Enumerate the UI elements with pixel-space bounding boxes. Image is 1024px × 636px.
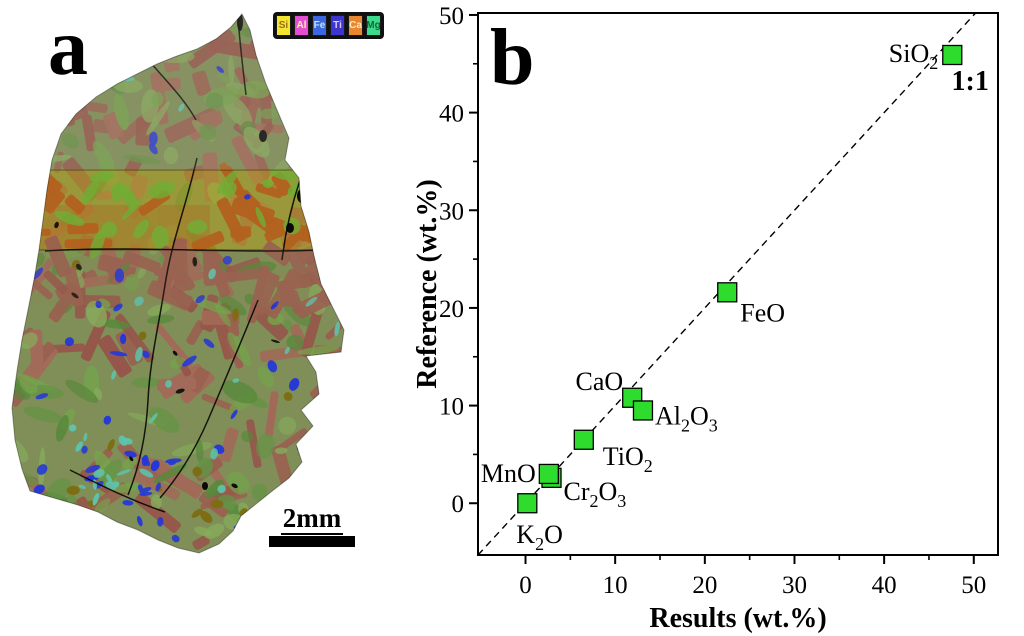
axis-ticks: 0 10 20 30 40 50 0 10 20 30 40 50: [439, 3, 986, 599]
point-label-MnO: MnO: [481, 459, 536, 488]
x-axis-title: Results (wt.%): [649, 603, 826, 634]
panel-b-label: b: [490, 14, 535, 102]
data-points: [517, 44, 963, 514]
y-tick-label: 10: [439, 394, 464, 421]
y-axis-title: Reference (wt.%): [412, 179, 443, 388]
one-to-one-label: 1:1: [952, 66, 989, 97]
data-point-K2O: [517, 493, 538, 514]
mineral-map-image: [11, 13, 345, 554]
data-point-TiO2: [573, 429, 594, 450]
legend-chip-al: Al: [294, 15, 309, 36]
legend-chip-ti: Ti: [330, 15, 345, 36]
y-tick-label: 40: [439, 101, 464, 128]
legend-chip-fe: Fe: [312, 15, 327, 36]
map-outline: [11, 13, 345, 554]
panel-a-label: a: [48, 4, 88, 92]
x-tick-label: 0: [519, 572, 532, 599]
point-label-TiO2: TiO2: [603, 442, 653, 476]
point-label-K2O: K2O: [516, 520, 563, 554]
scale-bar-label: 2mm: [280, 503, 344, 535]
scatter-plot: 0 10 20 30 40 50 0 10 20 30 40 50 Results (wt.%) Refe…: [412, 3, 999, 634]
legend-chip-si: Si: [276, 15, 291, 36]
x-tick-label: 50: [961, 572, 986, 599]
point-label-Al2O3: Al2O3: [655, 401, 718, 435]
data-point-Al2O3: [632, 400, 654, 421]
data-point-MnO: [538, 463, 559, 485]
x-tick-label: 20: [692, 572, 717, 599]
point-label-FeO: FeO: [740, 298, 785, 327]
x-tick-label: 30: [782, 572, 807, 599]
scale-bar-line: [269, 536, 355, 547]
legend-chip-mg: Mg: [366, 15, 381, 36]
point-label-Cr2O3: Cr2O3: [564, 477, 627, 511]
y-tick-label: 30: [439, 198, 464, 225]
legend-chip-ca: Ca: [348, 15, 363, 36]
y-tick-label: 20: [439, 296, 464, 323]
x-tick-label: 10: [603, 572, 628, 599]
x-tick-label: 40: [872, 572, 897, 599]
point-label-SiO2: SiO2: [889, 39, 938, 73]
panel-b: 0 10 20 30 40 50 0 10 20 30 40 50 Results (wt.%) Refe…: [410, 0, 1024, 636]
y-tick-label: 0: [452, 491, 465, 518]
element-legend: Si Al Fe Ti Ca Mg: [273, 12, 384, 39]
point-label-CaO: CaO: [576, 367, 624, 396]
data-point-SiO2: [942, 44, 963, 66]
scale-bar: 2mm: [266, 505, 358, 547]
one-to-one-line: [477, 12, 977, 556]
y-tick-label: 50: [439, 3, 464, 30]
plot-box: [477, 12, 999, 556]
data-point-FeO: [717, 282, 738, 303]
panel-a: a Si Al Fe Ti Ca Mg 2mm: [0, 0, 410, 636]
